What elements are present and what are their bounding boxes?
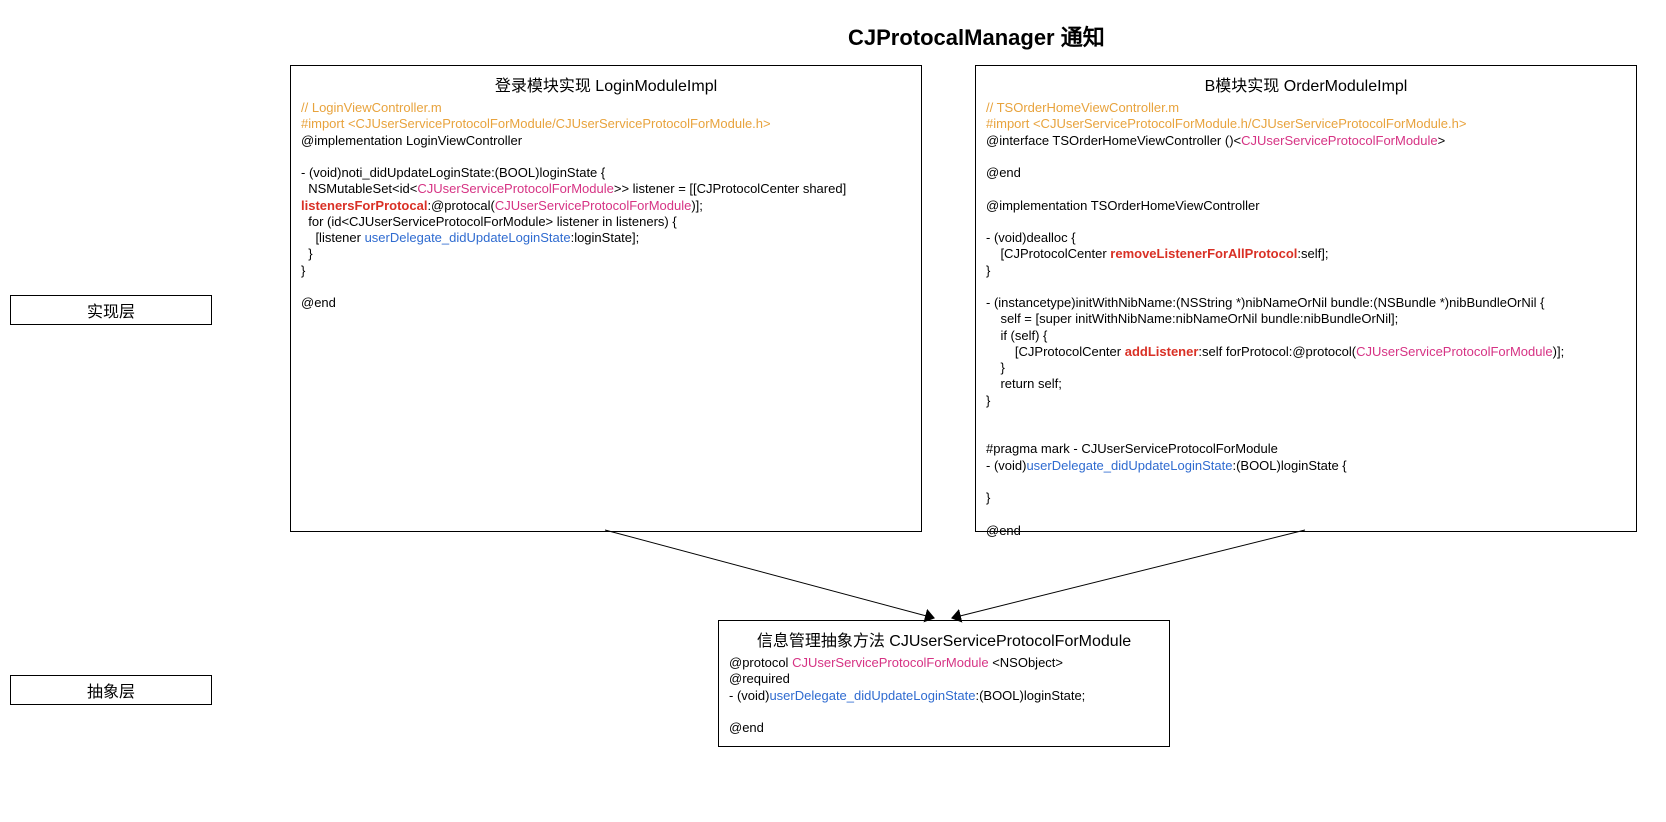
diagram-canvas: CJProtocalManager 通知实现层抽象层 登录模块实现 LoginMo… <box>0 0 1666 822</box>
box-right: B模块实现 OrderModuleImpl// TSOrderHomeViewC… <box>975 65 1637 532</box>
box-title-right: B模块实现 OrderModuleImpl <box>976 66 1636 100</box>
box-title-left: 登录模块实现 LoginModuleImpl <box>291 66 921 100</box>
box-title-bottom: 信息管理抽象方法 CJUserServiceProtocolForModule <box>719 621 1169 655</box>
code-block-bottom: @protocol CJUserServiceProtocolForModule… <box>719 655 1169 746</box>
side-label-1: 抽象层 <box>10 675 212 705</box>
page-title: CJProtocalManager 通知 <box>848 20 1105 52</box>
box-left: 登录模块实现 LoginModuleImpl// LoginViewContro… <box>290 65 922 532</box>
arrow-0 <box>605 530 934 618</box>
code-block-left: // LoginViewController.m#import <CJUserS… <box>291 100 921 321</box>
code-block-right: // TSOrderHomeViewController.m#import <C… <box>976 100 1636 549</box>
box-bottom: 信息管理抽象方法 CJUserServiceProtocolForModule@… <box>718 620 1170 747</box>
side-label-0: 实现层 <box>10 295 212 325</box>
